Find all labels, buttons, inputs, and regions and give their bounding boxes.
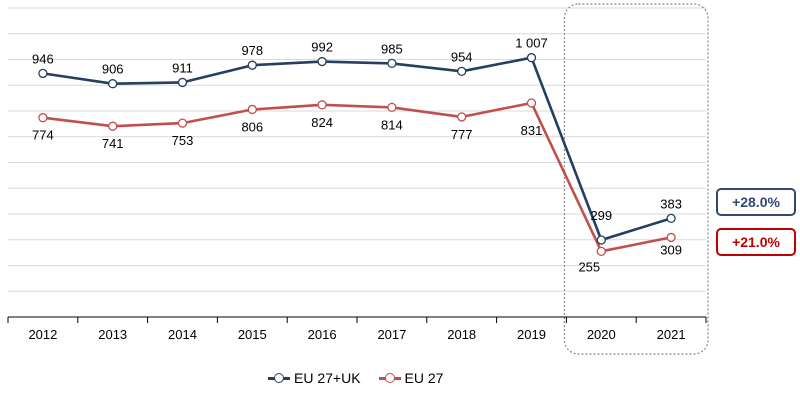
data-point xyxy=(108,121,118,131)
data-point xyxy=(38,113,48,123)
data-label: 824 xyxy=(311,115,333,130)
growth-badge-eu27: +21.0% xyxy=(716,228,796,256)
legend-label-eu27: EU 27 xyxy=(404,370,444,386)
data-label: 741 xyxy=(102,136,124,151)
legend-item-eu27: EU 27 xyxy=(378,370,444,386)
x-tick-label-2019: 2019 xyxy=(517,327,546,342)
data-label: 814 xyxy=(381,117,403,132)
data-label: 774 xyxy=(32,128,54,143)
data-point xyxy=(666,213,676,224)
data-label: 383 xyxy=(660,196,682,211)
data-label: 255 xyxy=(578,259,600,274)
data-label: 906 xyxy=(102,62,124,77)
data-label: 831 xyxy=(521,123,543,138)
data-point xyxy=(38,68,48,79)
data-point xyxy=(247,60,257,70)
data-label: 806 xyxy=(241,120,263,135)
data-point xyxy=(596,235,606,245)
legend-swatch-eu27 xyxy=(378,371,401,385)
data-label: 992 xyxy=(311,40,333,55)
data-point xyxy=(596,246,606,256)
data-label: 309 xyxy=(660,242,682,257)
x-tick-label-2021: 2021 xyxy=(657,327,686,342)
highlight-box-2020-2021 xyxy=(563,3,709,355)
x-tick-label-2014: 2014 xyxy=(168,327,197,342)
data-label: 946 xyxy=(32,51,54,66)
data-point xyxy=(457,66,467,76)
data-points xyxy=(38,53,676,256)
data-point xyxy=(317,56,327,67)
data-point xyxy=(317,100,327,110)
data-label: 1 007 xyxy=(515,36,548,51)
data-labels: 946 906 911 978 992 985 954 1 007 299 383 774 741 75… xyxy=(32,36,682,275)
data-point xyxy=(387,58,397,69)
data-label: 753 xyxy=(172,133,194,148)
data-label: 299 xyxy=(590,208,612,223)
data-label: 985 xyxy=(381,41,403,56)
data-point xyxy=(666,232,676,243)
x-tick-label-2013: 2013 xyxy=(98,327,127,342)
growth-badge-eu27uk: +28.0% xyxy=(716,188,796,216)
x-tick-label-2017: 2017 xyxy=(377,327,406,342)
data-label: 978 xyxy=(241,43,263,58)
legend-label-eu27uk: EU 27+UK xyxy=(294,370,361,386)
x-tick-label-2016: 2016 xyxy=(308,327,337,342)
x-tick-label-2018: 2018 xyxy=(447,327,476,342)
data-point xyxy=(526,98,537,108)
series-lines xyxy=(42,56,672,253)
x-tick-label-2015: 2015 xyxy=(238,327,267,342)
data-point xyxy=(177,77,188,88)
legend-item-eu27uk: EU 27+UK xyxy=(268,370,361,386)
series-line-1 xyxy=(42,101,672,253)
data-label: 911 xyxy=(172,60,193,75)
highlight-box xyxy=(563,3,709,355)
data-point xyxy=(526,53,537,63)
data-point xyxy=(387,102,397,113)
x-tick-label-2020: 2020 xyxy=(587,327,616,342)
data-label: 777 xyxy=(451,127,473,142)
gridlines xyxy=(8,7,706,292)
data-point xyxy=(177,118,188,128)
data-point xyxy=(247,104,257,115)
legend: EU 27+UK EU 27 xyxy=(268,368,528,388)
data-point xyxy=(457,112,467,122)
legend-swatch-eu27uk xyxy=(268,371,290,385)
data-point xyxy=(108,79,118,89)
series-line-0 xyxy=(42,56,672,242)
data-label: 954 xyxy=(451,49,473,64)
x-tick-label-2012: 2012 xyxy=(28,327,57,342)
x-axis: 2012 2013 2014 2015 2016 2017 2018 2019 2020 2021 xyxy=(7,316,707,342)
